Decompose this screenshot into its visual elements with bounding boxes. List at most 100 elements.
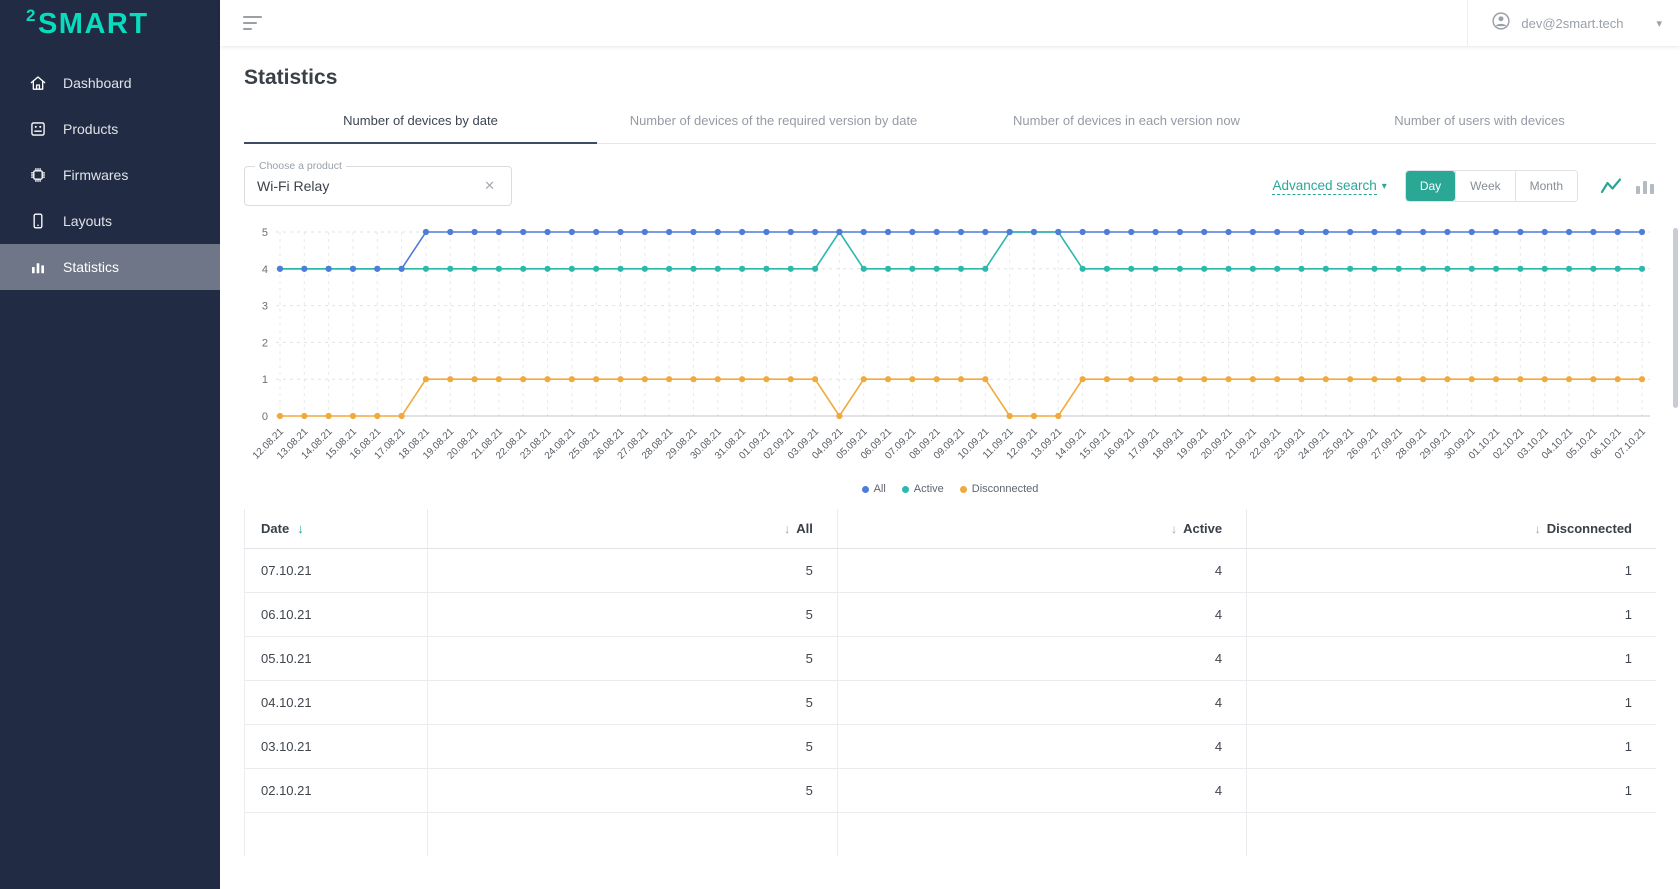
chart-point-active[interactable] (1420, 265, 1427, 272)
chart-point-all[interactable] (325, 265, 332, 272)
tab-number-of-users-with-devices[interactable]: Number of users with devices (1394, 113, 1565, 128)
sort-desc-icon[interactable]: ↓ (297, 521, 304, 536)
chart-point-all[interactable] (471, 228, 478, 236)
legend-item-all[interactable]: All (861, 483, 886, 495)
legend-item-active[interactable]: Active (901, 483, 944, 495)
chart-point-active[interactable] (763, 265, 770, 272)
chart-point-disconnected[interactable] (1298, 376, 1305, 383)
chart-point-disconnected[interactable] (714, 376, 721, 383)
chart-point-active[interactable] (1444, 265, 1451, 272)
chart-point-disconnected[interactable] (1225, 376, 1232, 383)
chart-point-all[interactable] (1322, 228, 1329, 236)
chart-point-all[interactable] (641, 228, 648, 236)
column-header-all[interactable]: ↓ All (427, 509, 838, 549)
chart-point-all[interactable] (1371, 228, 1378, 236)
chart-point-disconnected[interactable] (398, 412, 405, 420)
sidebar-item-products[interactable]: Products (0, 106, 220, 152)
chart-point-active[interactable] (1468, 265, 1475, 272)
chart-point-disconnected[interactable] (1371, 376, 1378, 383)
chart-point-all[interactable] (1614, 228, 1621, 236)
chart-point-disconnected[interactable] (1444, 376, 1451, 383)
chart-point-disconnected[interactable] (349, 412, 357, 420)
chart-point-active[interactable] (1103, 265, 1111, 272)
chart-point-disconnected[interactable] (1201, 376, 1208, 383)
chart-point-active[interactable] (593, 265, 600, 272)
chart-point-all[interactable] (1249, 228, 1256, 236)
chart-point-disconnected[interactable] (1395, 376, 1402, 383)
chart-point-all[interactable] (1079, 228, 1086, 236)
chart-point-all[interactable] (1395, 228, 1402, 236)
chart-point-disconnected[interactable] (1614, 376, 1621, 383)
chart-point-disconnected[interactable] (325, 412, 332, 420)
chart-point-disconnected[interactable] (1347, 376, 1354, 383)
chart-point-active[interactable] (544, 265, 551, 272)
chart-point-disconnected[interactable] (422, 376, 430, 383)
chart-point-disconnected[interactable] (520, 376, 527, 383)
sidebar-item-dashboard[interactable]: Dashboard (0, 60, 220, 106)
chart-point-all[interactable] (495, 228, 502, 236)
chart-point-disconnected[interactable] (1590, 376, 1597, 383)
sort-icon[interactable]: ↓ (784, 522, 791, 536)
column-header-disconnected[interactable]: ↓ Disconnected (1246, 509, 1656, 549)
chart-point-disconnected[interactable] (1103, 376, 1111, 383)
chart-point-all[interactable] (422, 228, 430, 236)
chart-point-all[interactable] (1638, 228, 1646, 236)
chart-point-active[interactable] (1638, 265, 1646, 272)
chart-point-all[interactable] (1590, 228, 1597, 236)
chart-point-all[interactable] (714, 228, 721, 236)
chart-point-active[interactable] (690, 265, 697, 272)
chart-point-disconnected[interactable] (544, 376, 551, 383)
chart-point-disconnected[interactable] (1638, 376, 1646, 383)
chart-point-active[interactable] (1201, 265, 1208, 272)
chart-point-all[interactable] (763, 228, 770, 236)
legend-item-disconnected[interactable]: Disconnected (959, 483, 1038, 495)
chart-point-all[interactable] (301, 265, 308, 272)
chart-point-disconnected[interactable] (884, 376, 892, 383)
chart-point-active[interactable] (811, 265, 819, 272)
chart-point-all[interactable] (593, 228, 600, 236)
chart-point-active[interactable] (714, 265, 721, 272)
chart-point-all[interactable] (1201, 228, 1208, 236)
line-chart[interactable]: 01234512.08.2113.08.2114.08.2115.08.2116… (244, 220, 1656, 482)
chart-point-disconnected[interactable] (933, 376, 940, 383)
sidebar-item-layouts[interactable]: Layouts (0, 198, 220, 244)
chart-point-active[interactable] (787, 265, 794, 272)
chart-point-active[interactable] (617, 265, 624, 272)
tab-number-of-devices-in-each-version-now[interactable]: Number of devices in each version now (1013, 113, 1240, 128)
chart-point-disconnected[interactable] (471, 376, 478, 383)
chart-point-disconnected[interactable] (1322, 376, 1329, 383)
chart-point-all[interactable] (909, 228, 916, 236)
chart-point-all[interactable] (884, 228, 892, 236)
chart-point-all[interactable] (1420, 228, 1427, 236)
chart-point-disconnected[interactable] (617, 376, 624, 383)
chart-point-active[interactable] (1176, 265, 1183, 272)
chart-point-disconnected[interactable] (447, 376, 454, 383)
chart-point-all[interactable] (860, 228, 867, 236)
chart-point-all[interactable] (1347, 228, 1354, 236)
advanced-search-link[interactable]: Advanced search ▾ (1272, 178, 1387, 195)
chart-point-all[interactable] (617, 228, 624, 236)
chart-point-all[interactable] (1030, 228, 1038, 236)
chart-point-active[interactable] (1395, 265, 1402, 272)
chart-point-active[interactable] (1298, 265, 1305, 272)
chart-point-disconnected[interactable] (276, 412, 284, 420)
column-header-date[interactable]: Date ↓ (243, 509, 428, 549)
chart-point-active[interactable] (1517, 265, 1524, 272)
clear-icon[interactable]: ✕ (484, 178, 495, 193)
chart-point-all[interactable] (398, 265, 405, 272)
chart-point-disconnected[interactable] (495, 376, 502, 383)
chart-point-all[interactable] (544, 228, 551, 236)
sidebar-item-statistics[interactable]: Statistics (0, 244, 220, 290)
chart-point-active[interactable] (666, 265, 673, 272)
chart-point-active[interactable] (982, 265, 989, 272)
chart-point-active[interactable] (1614, 265, 1621, 272)
chart-point-active[interactable] (1274, 265, 1281, 272)
chart-point-all[interactable] (1274, 228, 1281, 236)
chart-point-disconnected[interactable] (1541, 376, 1548, 383)
chart-point-disconnected[interactable] (641, 376, 648, 383)
chart-point-all[interactable] (666, 228, 673, 236)
chart-point-disconnected[interactable] (1468, 376, 1475, 383)
chart-point-all[interactable] (739, 228, 746, 236)
chart-point-disconnected[interactable] (836, 412, 843, 420)
chart-point-active[interactable] (447, 265, 454, 272)
